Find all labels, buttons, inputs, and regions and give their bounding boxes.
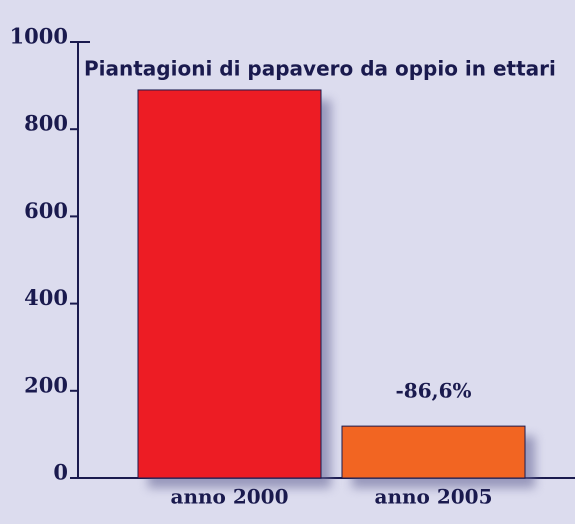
y-tick-label: 400 bbox=[24, 285, 68, 310]
y-tick-label: 200 bbox=[24, 372, 68, 397]
x-tick-label: anno 2005 bbox=[374, 485, 492, 509]
y-tick-label: 0 bbox=[53, 460, 68, 485]
y-tick-label: 1000 bbox=[10, 24, 68, 49]
bar bbox=[137, 89, 322, 479]
y-tick-label: 800 bbox=[24, 111, 68, 136]
annotation: -86,6% bbox=[395, 379, 471, 403]
chart-title: Piantagioni di papavero da oppio in etta… bbox=[84, 57, 556, 81]
x-tick-label: anno 2000 bbox=[170, 485, 288, 509]
y-tick-label: 600 bbox=[24, 198, 68, 223]
bar bbox=[341, 425, 526, 479]
